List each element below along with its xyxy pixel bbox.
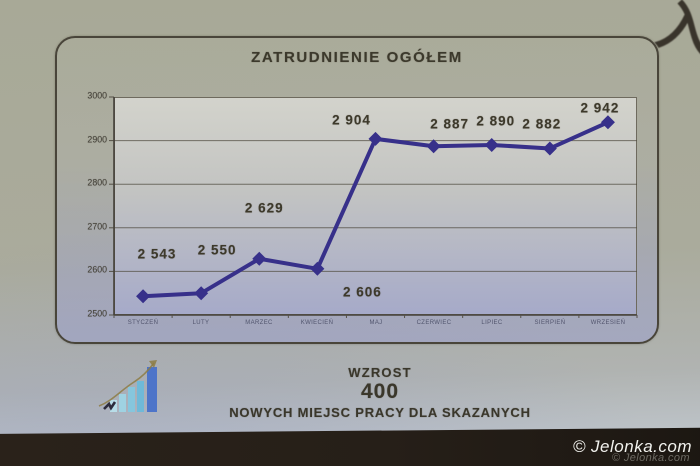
x-tick-label: MAJ — [368, 319, 383, 326]
data-label: 2 942 — [580, 100, 620, 116]
data-label: 2 606 — [342, 284, 382, 300]
data-label: 2 550 — [197, 242, 237, 258]
watermark: © Jelonka.com — [572, 437, 692, 456]
y-tick-label: 2500 — [87, 309, 107, 320]
x-tick-label: MARZEC — [245, 319, 274, 326]
y-tick-label: 2800 — [87, 178, 107, 189]
data-label: 2 890 — [476, 113, 516, 129]
watermark-shadow: © Jelonka.com — [611, 452, 690, 464]
footer-caption: WZROST 400 NOWYCH MIEJSC PRACY DLA SKAZA… — [180, 365, 580, 421]
data-label: 2 904 — [332, 112, 371, 128]
growth-chart-icon — [98, 360, 157, 412]
chart-title: ZATRUDNIENIE OGÓŁEM — [251, 49, 463, 66]
y-tick-label: 2700 — [87, 222, 107, 233]
footer-wzrost-label: WZROST — [348, 365, 412, 380]
data-label: 2 543 — [137, 246, 177, 262]
y-tick-label: 2600 — [87, 266, 107, 276]
data-label: 2 882 — [522, 116, 562, 132]
y-tick-label: 3000 — [87, 91, 107, 102]
x-tick-label: CZERWIEC — [416, 319, 451, 326]
x-tick-label: LUTY — [192, 319, 210, 326]
x-tick-label: WRZESIEŃ — [590, 319, 626, 326]
chart-card: ZATRUDNIENIE OGÓŁEM 2500 2600 2700 2800 2900… — [55, 36, 659, 344]
arrow-tail-mark — [103, 401, 117, 411]
x-tick-label: LIPIEC — [481, 319, 503, 326]
x-tick-label: KWIECIEŃ — [301, 319, 334, 326]
x-tick-label: SIERPIEŃ — [534, 319, 566, 326]
footer-description: NOWYCH MIEJSC PRACY DLA SKAZANYCH — [229, 405, 531, 420]
data-label: 2 887 — [430, 116, 470, 132]
employment-line-series — [109, 96, 638, 318]
growth-arrow-icon — [98, 362, 155, 407]
y-tick-label: 2900 — [87, 135, 107, 145]
line-chart: 2500 2600 2700 2800 2900 3000 STYCZEŃ LUTY MARZ… — [87, 92, 638, 326]
footer-count-value: 400 — [360, 380, 400, 403]
x-tick-label: STYCZEŃ — [127, 319, 159, 326]
data-label: 2 629 — [244, 200, 284, 216]
